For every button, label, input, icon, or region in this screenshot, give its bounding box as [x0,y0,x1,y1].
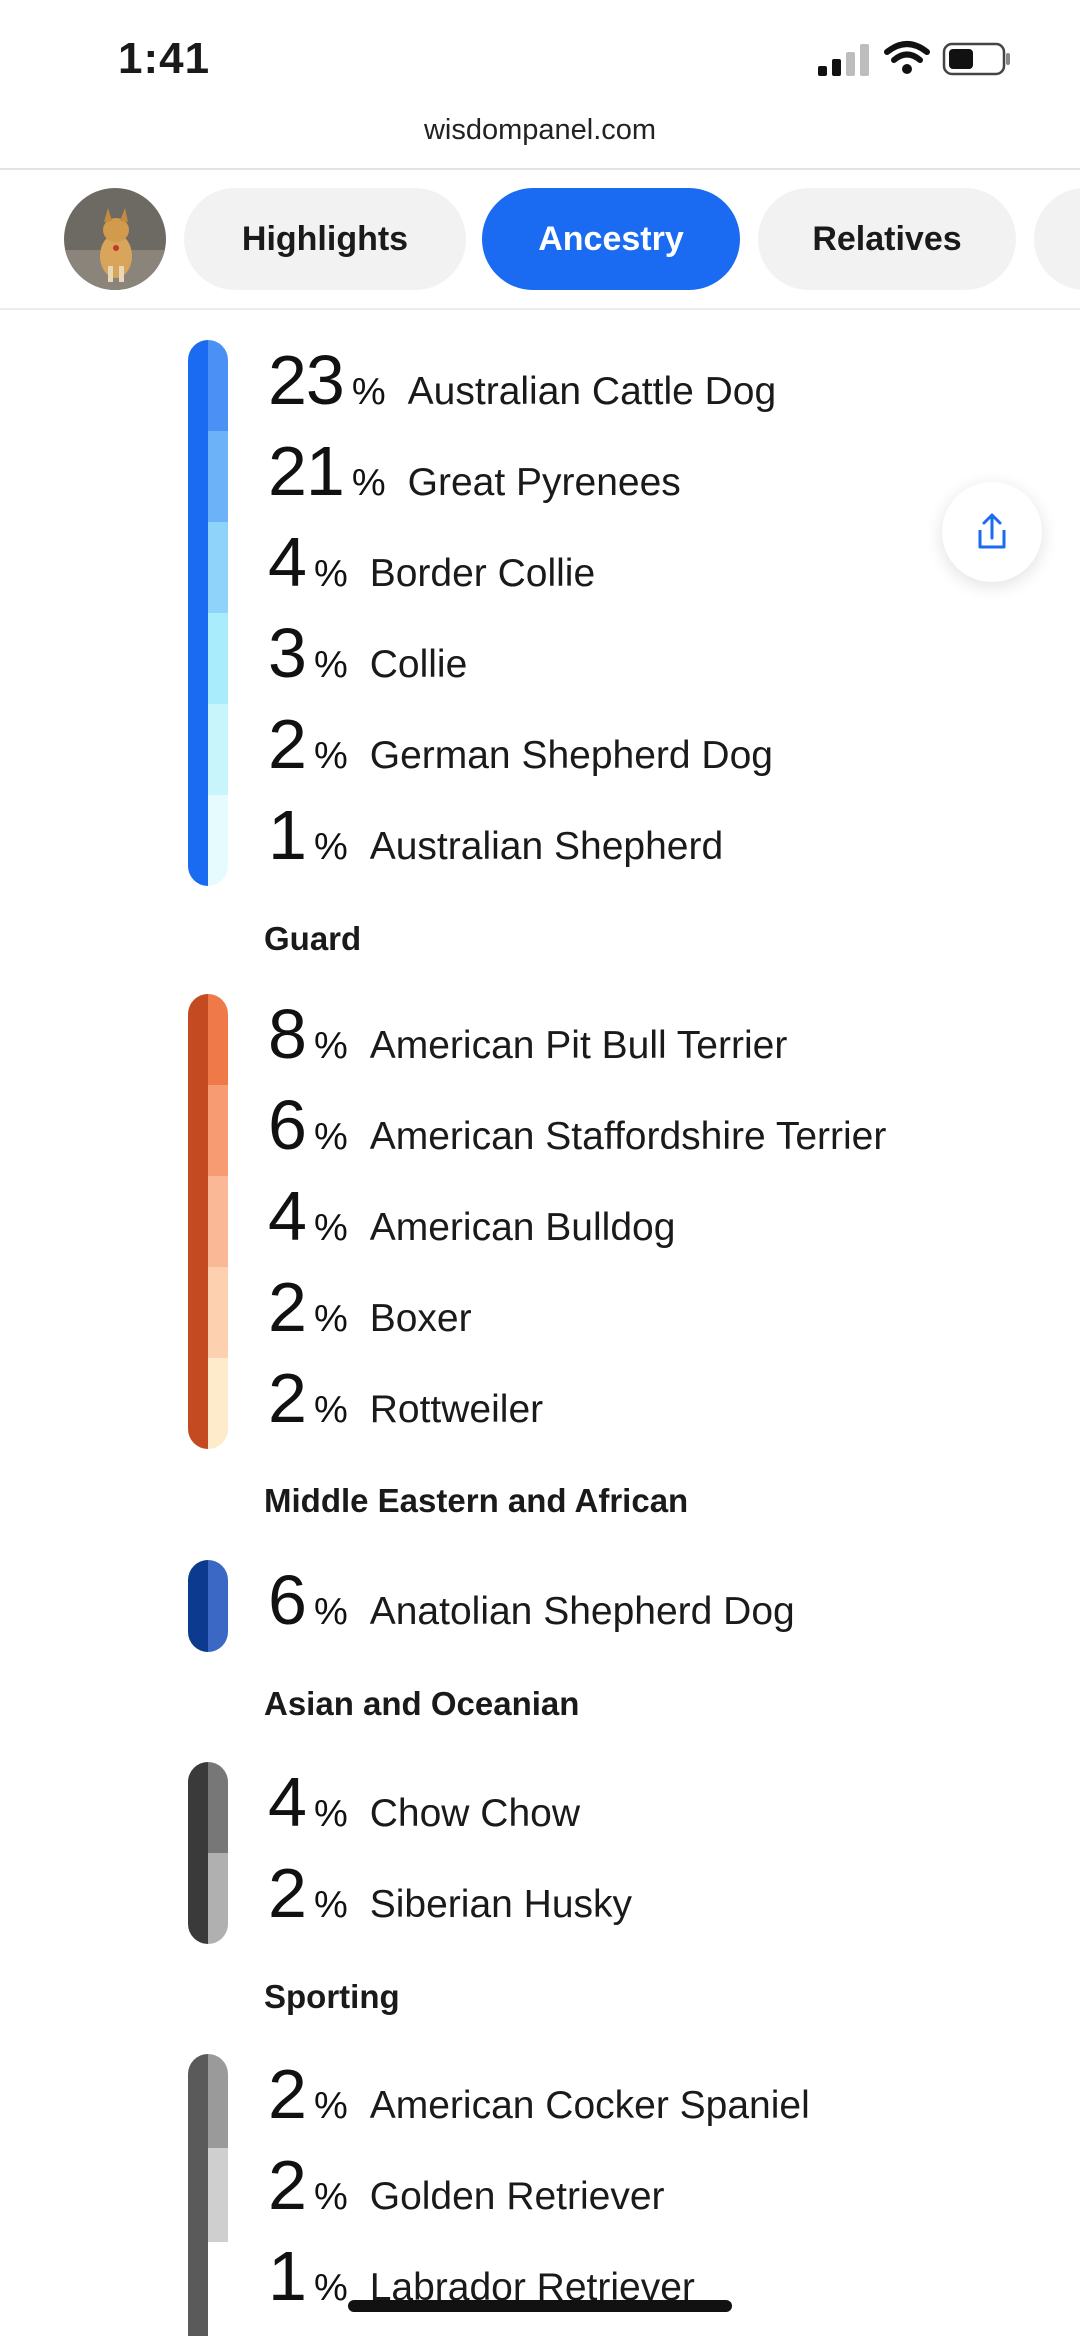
percent-value: 23 [268,341,345,419]
percent-sign: % [351,462,386,504]
battery-icon [942,42,1010,76]
percent-value: 2 [268,705,307,783]
percent-sign: % [351,371,386,413]
ancestry-row[interactable]: 3% Collie [268,613,467,704]
percent-value: 4 [268,523,307,601]
breed-name: Great Pyrenees [407,461,681,504]
ancestry-row[interactable]: 6% American Staffordshire Terrier [268,1085,886,1176]
percent-sign: % [313,1884,348,1926]
cellular-signal-icon [818,44,869,76]
breed-name: Golden Retriever [369,2175,665,2218]
breed-name: Chow Chow [369,1792,580,1835]
status-time: 1:41 [118,34,211,83]
dog-avatar[interactable] [64,188,166,290]
ancestry-row[interactable]: 6% Anatolian Shepherd Dog [268,1560,795,1651]
ancestry-row[interactable]: 4% American Bulldog [268,1176,675,1267]
divider [0,308,1080,310]
percent-value: 6 [268,1561,307,1639]
divider [0,168,1080,170]
breed-name: Boxer [369,1297,472,1340]
share-button[interactable] [942,482,1042,582]
breed-name: American Pit Bull Terrier [369,1024,788,1067]
guard-color-bar [188,994,228,1449]
breed-name: Rottweiler [369,1388,544,1431]
percent-sign: % [313,553,348,595]
percent-sign: % [313,826,348,868]
url-bar[interactable]: wisdompanel.com [423,114,657,146]
percent-value: 6 [268,1086,307,1164]
percent-value: 2 [268,2055,307,2133]
ancestry-row[interactable]: 1% Labrador Retriever [268,2236,695,2327]
percent-sign: % [313,1025,348,1067]
breed-name: Australian Shepherd [369,825,724,868]
percent-sign: % [313,1298,348,1340]
percent-sign: % [313,644,348,686]
ancestry-row[interactable]: 23% Australian Cattle Dog [268,340,776,431]
breed-name: Border Collie [369,552,596,595]
percent-sign: % [313,1793,348,1835]
ancestry-row[interactable]: 1% Australian Shepherd [268,795,723,886]
ancestry-row[interactable]: 4% Chow Chow [268,1762,580,1853]
share-icon [978,513,1006,549]
breed-name: Australian Cattle Dog [407,370,777,413]
tab-ancestry[interactable]: Ancestry [482,188,740,290]
percent-value: 1 [268,2237,307,2315]
percent-sign: % [313,1116,348,1158]
percent-sign: % [313,1591,348,1633]
percent-value: 4 [268,1177,307,1255]
ancestry-row[interactable]: 2% Golden Retriever [268,2145,665,2236]
percent-value: 2 [268,2146,307,2224]
asian-color-bar [188,1762,228,1944]
ancestry-row[interactable]: 2% Siberian Husky [268,1853,632,1944]
tab-more[interactable] [1034,188,1080,290]
ancestry-row[interactable]: 8% American Pit Bull Terrier [268,994,787,1085]
tab-highlights[interactable]: Highlights [184,188,466,290]
percent-sign: % [313,1389,348,1431]
percent-sign: % [313,2085,348,2127]
group-header-sporting: Sporting [264,1978,400,2015]
breed-name: American Staffordshire Terrier [369,1115,887,1158]
percent-value: 2 [268,1854,307,1932]
breed-name: German Shepherd Dog [369,734,773,777]
breed-name: American Bulldog [369,1206,676,1249]
breed-name: Anatolian Shepherd Dog [369,1590,795,1633]
percent-value: 2 [268,1359,307,1437]
ancestry-row[interactable]: 4% Border Collie [268,522,595,613]
percent-value: 21 [268,432,345,510]
group-header-asian-oceanian: Asian and Oceanian [264,1685,580,1722]
ancestry-row[interactable]: 2% Rottweiler [268,1358,543,1449]
group-header-middle-eastern-african: Middle Eastern and African [264,1482,689,1519]
breed-name: Collie [369,643,468,686]
percent-value: 8 [268,995,307,1073]
breed-name: American Cocker Spaniel [369,2084,810,2127]
wifi-icon [884,41,930,74]
home-indicator[interactable] [348,2300,732,2312]
percent-sign: % [313,1207,348,1249]
sporting-color-bar [188,2054,228,2336]
tab-bar: Highlights Ancestry Relatives [0,170,1080,308]
percent-value: 3 [268,614,307,692]
tab-relatives[interactable]: Relatives [758,188,1016,290]
ancestry-row[interactable]: 2% German Shepherd Dog [268,704,773,795]
percent-sign: % [313,735,348,777]
herding-color-bar [188,340,228,886]
status-bar: 1:41 [0,0,1080,120]
middle-eastern-color-bar [188,1560,228,1652]
ancestry-row[interactable]: 2% Boxer [268,1267,472,1358]
group-header-guard: Guard [264,920,362,957]
percent-value: 2 [268,1268,307,1346]
percent-sign: % [313,2176,348,2218]
percent-value: 4 [268,1763,307,1841]
percent-sign: % [313,2267,348,2309]
ancestry-row[interactable]: 21% Great Pyrenees [268,431,681,522]
breed-name: Siberian Husky [369,1883,633,1926]
ancestry-row[interactable]: 2% American Cocker Spaniel [268,2054,810,2145]
percent-value: 1 [268,796,307,874]
